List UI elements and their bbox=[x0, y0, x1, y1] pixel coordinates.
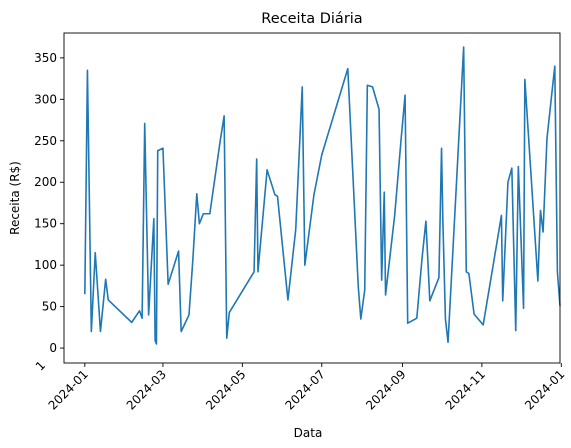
chart-title: Receita Diária bbox=[261, 11, 362, 27]
y-tick-label: 50 bbox=[42, 300, 57, 314]
x-tick-label: 2024-01 bbox=[46, 367, 91, 412]
x-axis-ticks: 2024-01 2024-03 2024-05 2024-07 2024-09 2024-… bbox=[46, 363, 567, 413]
y-axis-ticks: 0 50 100 150 200 250 300 350 bbox=[34, 51, 64, 355]
y-axis-label: Receita (R$) bbox=[8, 161, 22, 235]
axes-frame bbox=[63, 32, 561, 364]
y-tick-label: 250 bbox=[34, 134, 57, 148]
y-tick-label: 100 bbox=[34, 258, 57, 272]
x-tick-label: 2024-01 bbox=[522, 367, 567, 412]
plot-area bbox=[84, 46, 561, 345]
stray-tick-label: 1 bbox=[33, 358, 48, 373]
y-tick-label: 150 bbox=[34, 217, 57, 231]
x-tick-label: 2024-07 bbox=[283, 367, 328, 412]
x-tick-label: 2024-03 bbox=[124, 367, 169, 412]
y-tick-label: 200 bbox=[34, 175, 57, 189]
y-tick-label: 300 bbox=[34, 92, 57, 106]
series-line bbox=[84, 46, 561, 345]
x-axis-label: Data bbox=[294, 426, 323, 440]
x-tick-label: 2024-11 bbox=[443, 367, 488, 412]
y-tick-label: 350 bbox=[34, 51, 57, 65]
x-tick-label: 2024-09 bbox=[363, 367, 408, 412]
x-tick-label: 2024-05 bbox=[203, 367, 248, 412]
y-tick-label: 0 bbox=[49, 341, 57, 355]
